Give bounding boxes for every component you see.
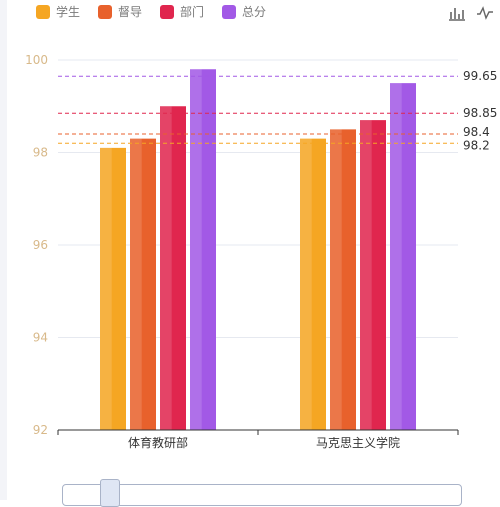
bar[interactable]	[130, 138, 156, 430]
bar-highlight	[360, 120, 372, 430]
bar[interactable]	[360, 120, 386, 430]
bar-highlight	[130, 138, 142, 430]
legend-label-student: 学生	[56, 5, 81, 19]
y-tick-label: 94	[33, 331, 48, 345]
mark-line-label: 98.4	[463, 125, 490, 139]
bar-highlight	[100, 147, 112, 430]
legend-item-supervisor[interactable]: 督导	[98, 3, 142, 20]
y-tick-label: 98	[33, 146, 48, 160]
legend-swatch-total	[222, 4, 237, 19]
y-tick-label: 92	[33, 423, 48, 437]
bar[interactable]	[390, 83, 416, 430]
toolbox	[448, 5, 494, 21]
bar-highlight	[300, 138, 312, 430]
y-tick-label: 100	[25, 53, 48, 67]
bar[interactable]	[300, 138, 326, 430]
mark-line-label: 98.2	[463, 138, 490, 152]
bar-chart-icon[interactable]	[448, 5, 466, 21]
legend-item-department[interactable]: 部门	[160, 3, 204, 20]
legend-label-total: 总分	[242, 5, 267, 19]
bar-highlight	[390, 83, 402, 430]
mark-line-label: 99.65	[463, 69, 497, 83]
bar[interactable]	[190, 69, 216, 430]
legend-swatch-student	[36, 4, 50, 19]
legend-item-student[interactable]: 学生	[36, 3, 80, 20]
bar-highlight	[160, 106, 172, 430]
left-edge-strip	[0, 0, 7, 500]
y-tick-label: 96	[33, 238, 48, 252]
legend: 学生 督导 部门 总分	[36, 3, 266, 20]
bar-highlight	[190, 69, 202, 430]
legend-swatch-supervisor	[98, 4, 113, 19]
data-zoom-slider[interactable]	[62, 479, 462, 507]
x-category-label: 体育教研部	[128, 435, 188, 450]
legend-swatch-department	[160, 4, 175, 19]
zoom-handle[interactable]	[100, 479, 120, 507]
bar-highlight	[330, 129, 342, 430]
bar[interactable]	[100, 147, 126, 430]
legend-label-supervisor: 督导	[118, 5, 143, 19]
legend-item-total[interactable]: 总分	[222, 3, 266, 20]
mark-line-label: 98.85	[463, 106, 497, 120]
line-chart-icon[interactable]	[476, 5, 494, 21]
x-category-label: 马克思主义学院	[316, 435, 400, 450]
bar[interactable]	[160, 106, 186, 430]
legend-label-department: 部门	[180, 5, 205, 19]
bar[interactable]	[330, 129, 356, 430]
